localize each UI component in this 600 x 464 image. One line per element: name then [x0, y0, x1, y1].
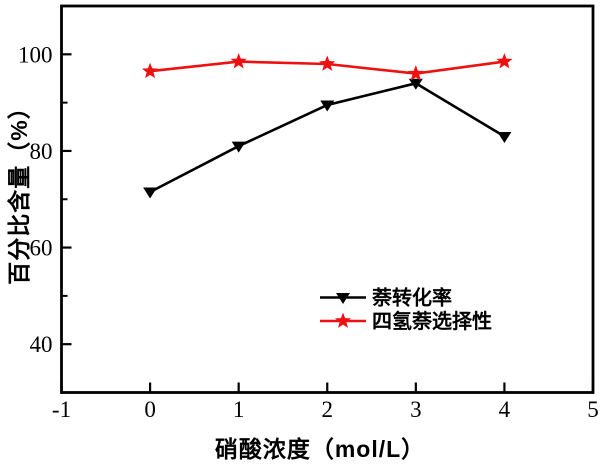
- y-axis-tick-label: 60: [30, 236, 53, 261]
- x-axis-tick-label: 1: [233, 397, 245, 422]
- x-axis-tick-label: -1: [52, 397, 71, 422]
- y-axis-tick-label: 100: [18, 42, 53, 67]
- series-1-marker: [230, 53, 247, 69]
- series-line-0: [149, 81, 506, 194]
- series-1-marker: [407, 65, 424, 81]
- plot-frame: [60, 4, 595, 394]
- series-0-marker: [143, 187, 158, 199]
- x-axis-tick-label: 2: [322, 397, 334, 422]
- x-axis-tick-label: 0: [144, 397, 156, 422]
- x-axis-tick-label: 3: [410, 397, 422, 422]
- legend-label-1: 四氢萘选择性: [372, 309, 492, 333]
- legend-marker-1: [334, 312, 352, 328]
- legend-marker-0: [336, 293, 350, 304]
- x-axis-tick-label: 5: [587, 397, 599, 422]
- y-axis-title: 百分比含量（%）: [6, 95, 32, 285]
- series-1-marker: [319, 55, 336, 71]
- series-1-marker: [142, 62, 159, 79]
- legend-label-0: 萘转化率: [371, 286, 452, 310]
- series-0-marker: [497, 131, 512, 143]
- series-1-marker: [496, 53, 513, 69]
- series-0-marker: [408, 78, 423, 90]
- x-axis-tick-label: 4: [499, 397, 511, 422]
- series-0-marker: [320, 100, 335, 112]
- y-axis-tick-label: 40: [30, 332, 53, 357]
- x-axis-title: 硝酸浓度（mol/L）: [214, 436, 426, 462]
- series-0-marker: [231, 141, 246, 153]
- y-axis-tick-label: 80: [30, 139, 53, 164]
